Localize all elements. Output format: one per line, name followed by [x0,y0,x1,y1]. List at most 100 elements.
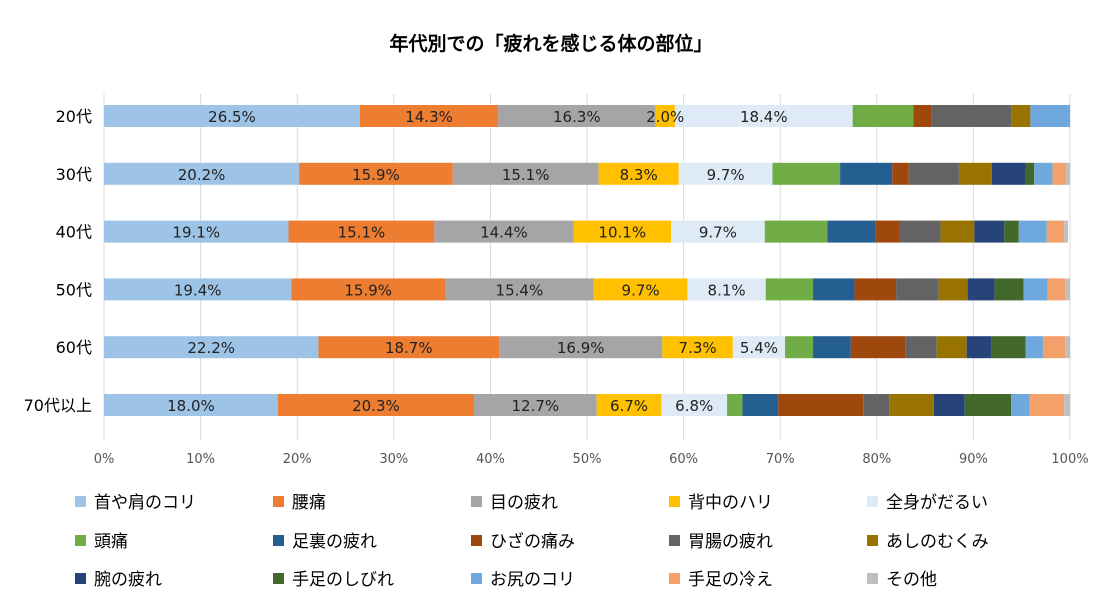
bar-segment [1066,162,1070,185]
bar-segment [444,278,594,301]
data-label: 19.1% [172,224,220,242]
bar-segment [596,394,662,416]
category-label: 30代 [56,165,92,184]
bar-segment [1065,278,1070,301]
bar-segment [104,336,319,359]
legend-swatch [867,496,878,507]
data-label: 10.1% [598,224,646,242]
data-label: 14.4% [480,224,528,242]
bar-segment [104,105,360,127]
bar-segment [813,278,855,301]
legend-swatch [669,535,680,546]
bar-segment [1018,220,1047,243]
bar-segment [1025,162,1035,185]
legend-label: 胃腸の疲れ [688,532,773,552]
bar-segment [892,162,909,185]
bar-segment [913,105,932,127]
bar-segment [974,220,1005,243]
bar-segment [785,336,814,359]
bar-segment [840,162,893,185]
category-label: 20代 [56,107,92,126]
bar-segment [473,394,597,416]
bar-segment [933,394,965,416]
bar-segment [772,162,841,185]
bar-segment [452,162,599,185]
bar-segment [852,105,914,127]
bar-segment [1034,162,1053,185]
legend-label: 首や肩のコリ [94,493,196,513]
bar-segment [655,105,675,127]
data-label: 8.1% [708,281,746,299]
bar-segment [863,394,890,416]
bar-segment [742,394,779,416]
bar-segment [104,278,292,301]
data-label: 8.3% [620,166,658,184]
legend-label: お尻のコリ [490,570,575,590]
legend-swatch [867,535,878,546]
bar-segment [288,220,435,243]
bar-segment [827,220,876,243]
data-label: 15.4% [496,281,544,299]
bar-segment [1023,278,1048,301]
bar-segment [674,105,853,127]
bar-segment [966,336,992,359]
data-label: 2.0% [646,108,684,126]
bar-segment [1064,394,1070,416]
legend-label: 背中のハリ [688,493,773,513]
data-label: 15.1% [338,224,386,242]
bar-segment [1042,336,1066,359]
x-tick-label: 10% [186,452,215,467]
data-label: 9.7% [622,281,660,299]
bar-segment [1004,220,1019,243]
legend-label: あしのむくみ [886,532,989,552]
bar-segment [908,162,959,185]
data-label: 6.8% [675,397,713,415]
category-label: 40代 [56,223,92,242]
bar-segment [1025,336,1043,359]
x-tick-label: 100% [1051,452,1088,467]
data-labels: 26.5% 14.3% 16.3% 2.0% 18.4% 20.2% 15.9% 15.1% 8… [167,108,787,415]
bar-segment [764,220,828,243]
bar-segment [940,220,975,243]
legend-label: その他 [886,570,937,590]
bar-segment [896,278,939,301]
category-label: 50代 [56,280,92,299]
legend-swatch [75,496,86,507]
x-tick-label: 20% [283,452,312,467]
bar-segment [277,394,474,416]
x-tick-label: 0% [94,452,115,467]
bar-segment [104,220,289,243]
data-label: 15.9% [352,166,400,184]
bar-segment [732,336,786,359]
data-label: 18.7% [385,339,433,357]
x-tick-label: 90% [959,452,988,467]
gridlines [103,94,1071,440]
bar-segment [499,336,663,359]
bar-segment [1030,105,1070,127]
bar-segment [936,336,967,359]
bar-segment [813,336,851,359]
bar-segment [687,278,766,301]
bar-segment [938,278,968,301]
legend-label: 頭痛 [94,532,128,552]
bar-segment [299,162,453,185]
x-tick-label: 30% [379,452,408,467]
category-labels: 20代 30代 40代 50代 60代 70代以上 [24,107,92,415]
legend-swatch [669,496,680,507]
bar-segment [778,394,864,416]
bar-segment [1065,336,1070,359]
bar-segment [671,220,765,243]
data-label: 20.2% [178,166,226,184]
x-tick-label: 50% [573,452,602,467]
bar-segment [931,105,1012,127]
legend-swatch [669,573,680,584]
bar-segment [1046,220,1065,243]
x-tick-label: 70% [766,452,795,467]
legend-swatch [471,496,482,507]
data-label: 9.7% [707,166,745,184]
chart-title: 年代別での「疲れを感じる体の部位」 [389,32,712,55]
bar-segment [850,336,906,359]
x-tick-label: 80% [862,452,891,467]
